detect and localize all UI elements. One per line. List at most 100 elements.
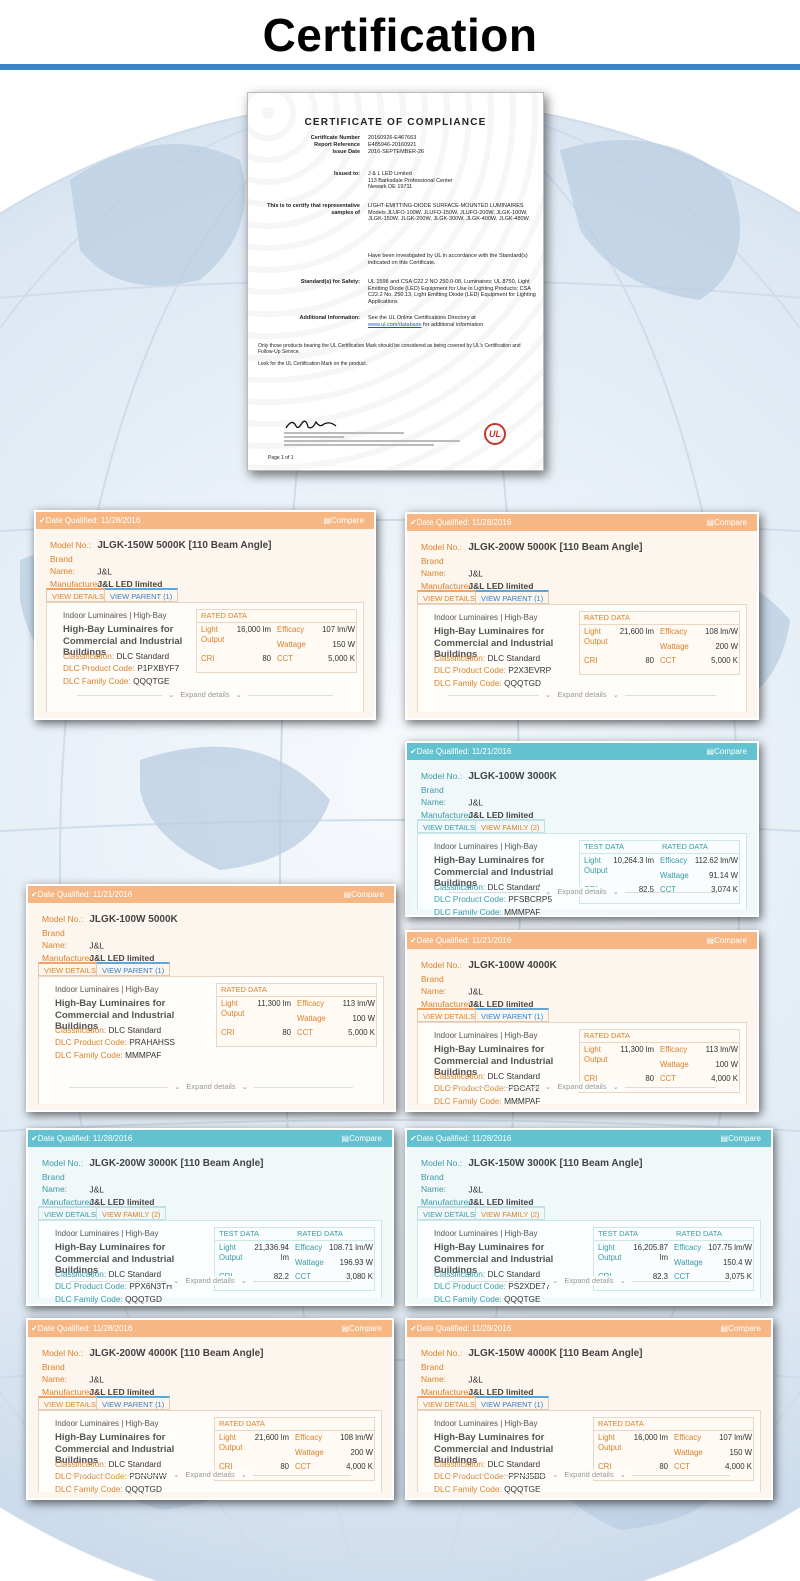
rated-data-header: RATED DATA <box>584 1031 630 1040</box>
tab-view-related[interactable]: VIEW FAMILY (2) <box>475 819 546 833</box>
product-type: High-Bay Luminaires for Commercial and I… <box>434 1432 554 1466</box>
cert-note-look: Look for the UL Certification Mark on th… <box>258 361 368 367</box>
tab-view-details[interactable]: VIEW DETAILS <box>417 819 481 833</box>
product-type: High-Bay Luminaires for Commercial and I… <box>434 626 554 660</box>
compare-icon: ▤ <box>706 518 715 527</box>
compare-button[interactable]: ▤Compare <box>341 1324 382 1333</box>
model-number: JLGK-150W 4000K [110 Beam Angle] <box>468 1348 643 1359</box>
tab-view-related[interactable]: VIEW PARENT (1) <box>104 588 179 602</box>
product-details: Classification: DLC Standard DLC Product… <box>434 1269 551 1304</box>
efficacy-value: 108 lm/W <box>340 1433 373 1442</box>
date-qualified: Date Qualified: 11/21/2016 <box>37 890 133 899</box>
tab-view-related[interactable]: VIEW PARENT (1) <box>475 590 550 604</box>
tab-view-details[interactable]: VIEW DETAILS <box>417 590 481 604</box>
classification-value: DLC Standard <box>487 1269 541 1279</box>
classification-value: DLC Standard <box>487 653 541 663</box>
dlc-listing-card: ✔Date Qualified: 11/28/2016 ▤Compare Mod… <box>26 1318 394 1500</box>
tab-view-related[interactable]: VIEW PARENT (1) <box>96 1396 171 1410</box>
product-details: Classification: DLC Standard DLC Product… <box>434 653 552 688</box>
tab-view-details[interactable]: VIEW DETAILS <box>417 1206 481 1220</box>
tab-view-related[interactable]: VIEW FAMILY (2) <box>475 1206 546 1220</box>
expand-details-button[interactable]: ⌄ Expand details ⌄ <box>448 1470 730 1480</box>
tab-view-details[interactable]: VIEW DETAILS <box>46 588 110 602</box>
tab-view-details[interactable]: VIEW DETAILS <box>417 1008 481 1022</box>
light-output-label: Light Output <box>201 625 225 644</box>
cri-label: CRI <box>219 1462 233 1471</box>
compare-button[interactable]: ▤Compare <box>720 1324 761 1333</box>
compare-button[interactable]: ▤Compare <box>323 516 364 525</box>
chevron-down-icon: ⌄ <box>609 690 622 699</box>
wattage-value: 100 W <box>352 1014 375 1023</box>
family-code: QQQTGE <box>504 1483 541 1494</box>
cri-label: CRI <box>584 1074 598 1083</box>
cct-label: CCT <box>674 1462 691 1471</box>
chevron-down-icon: ⌄ <box>232 690 245 699</box>
compare-icon: ▤ <box>323 516 332 525</box>
cert-note-mark: Only those products bearing the UL Certi… <box>258 343 521 355</box>
light-output-value: 21,600 lm <box>619 627 654 636</box>
title-underline <box>0 64 800 70</box>
classification-value: DLC Standard <box>116 651 170 661</box>
rated-data-table: RATED DATA Light Output 11,300 lm Effica… <box>579 1029 740 1093</box>
efficacy-label: Efficacy <box>297 999 325 1008</box>
card-body: Indoor Luminaires | High-Bay High-Bay Lu… <box>38 976 384 1104</box>
card-info: Model No.: JLGK-200W 4000K [110 Beam Ang… <box>42 1348 264 1397</box>
wattage-label: Wattage <box>674 1448 703 1457</box>
tab-view-details[interactable]: VIEW DETAILS <box>38 1396 102 1410</box>
chevron-down-icon: ⌄ <box>170 1470 183 1479</box>
wattage-value: 91.14 W <box>708 871 738 880</box>
card-info: Model No.: JLGK-150W 4000K [110 Beam Ang… <box>421 1348 643 1397</box>
expand-details-button[interactable]: ⌄ Expand details ⌄ <box>448 690 716 700</box>
tab-view-related[interactable]: VIEW PARENT (1) <box>96 962 171 976</box>
model-number: JLGK-200W 4000K [110 Beam Angle] <box>89 1348 264 1359</box>
light-output-label: Light Output <box>221 999 245 1018</box>
compare-button[interactable]: ▤Compare <box>343 890 384 899</box>
card-body: Indoor Luminaires | High-Bay High-Bay Lu… <box>38 1220 382 1304</box>
compare-button[interactable]: ▤Compare <box>720 1134 761 1143</box>
compare-button[interactable]: ▤Compare <box>341 1134 382 1143</box>
model-number: JLGK-100W 3000K <box>468 771 557 782</box>
card-info: Model No.: JLGK-100W 5000K Brand Name: J… <box>42 914 178 963</box>
compare-button[interactable]: ▤Compare <box>706 747 747 756</box>
wattage-label: Wattage <box>297 1014 326 1023</box>
tab-view-related[interactable]: VIEW FAMILY (2) <box>96 1206 167 1220</box>
cri-label: CRI <box>201 654 215 663</box>
efficacy-label: Efficacy <box>660 1045 688 1054</box>
expand-details-button[interactable]: ⌄ Expand details ⌄ <box>77 690 333 700</box>
cct-value: 4,000 K <box>346 1462 373 1471</box>
tab-view-details[interactable]: VIEW DETAILS <box>417 1396 481 1410</box>
tab-view-details[interactable]: VIEW DETAILS <box>38 962 102 976</box>
efficacy-label: Efficacy <box>295 1243 323 1252</box>
expand-details-button[interactable]: ⌄ Expand details ⌄ <box>448 887 716 897</box>
compare-button[interactable]: ▤Compare <box>706 518 747 527</box>
product-code: PBCAT21Z <box>508 1083 550 1094</box>
product-category: Indoor Luminaires | High-Bay <box>434 1419 538 1428</box>
dlc-listing-card: ✔Date Qualified: 11/21/2016 ▤Compare Mod… <box>26 884 396 1112</box>
card-header: ✔Date Qualified: 11/21/2016 ▤Compare <box>407 743 757 760</box>
light-output-label: Light Output <box>584 856 608 875</box>
compare-button[interactable]: ▤Compare <box>706 936 747 945</box>
cct-label: CCT <box>674 1272 691 1281</box>
expand-details-button[interactable]: ⌄ Expand details ⌄ <box>69 1082 353 1092</box>
expand-details-button[interactable]: ⌄ Expand details ⌄ <box>448 1276 730 1286</box>
efficacy-label: Efficacy <box>295 1433 323 1442</box>
classification-value: DLC Standard <box>487 1459 541 1469</box>
model-number: JLGK-200W 3000K [110 Beam Angle] <box>89 1158 264 1169</box>
expand-details-button[interactable]: ⌄ Expand details ⌄ <box>448 1082 716 1092</box>
expand-details-button[interactable]: ⌄ Expand details ⌄ <box>69 1276 351 1286</box>
brand-name: J&L <box>97 566 113 576</box>
wattage-label: Wattage <box>660 871 689 880</box>
light-output-label: Light Output <box>219 1243 243 1262</box>
certificate-heading: CERTIFICATE OF COMPLIANCE <box>304 117 487 128</box>
page-number: Page 1 of 1 <box>268 455 294 461</box>
family-code: QQQTGE <box>133 675 170 686</box>
check-icon: ✔ <box>410 518 417 527</box>
tab-view-related[interactable]: VIEW PARENT (1) <box>475 1396 550 1410</box>
chevron-down-icon: ⌄ <box>609 1082 622 1091</box>
light-output-label: Light Output <box>584 627 608 646</box>
classification-value: DLC Standard <box>108 1025 162 1035</box>
tab-view-details[interactable]: VIEW DETAILS <box>38 1206 102 1220</box>
tab-view-related[interactable]: VIEW PARENT (1) <box>475 1008 550 1022</box>
expand-details-button[interactable]: ⌄ Expand details ⌄ <box>69 1470 351 1480</box>
ul-database-link[interactable]: www.ul.com/database <box>368 321 422 328</box>
